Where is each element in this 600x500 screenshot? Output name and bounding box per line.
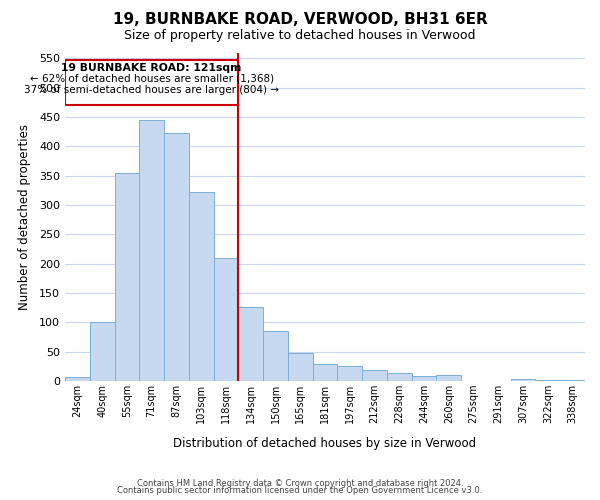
Bar	[362, 370, 387, 381]
Bar	[65, 376, 90, 381]
Text: Contains public sector information licensed under the Open Government Licence v3: Contains public sector information licen…	[118, 486, 482, 495]
Text: Contains HM Land Registry data © Crown copyright and database right 2024.: Contains HM Land Registry data © Crown c…	[137, 478, 463, 488]
Y-axis label: Number of detached properties: Number of detached properties	[17, 124, 31, 310]
Bar	[412, 376, 436, 381]
Text: ← 62% of detached houses are smaller (1,368): ← 62% of detached houses are smaller (1,…	[29, 74, 274, 84]
Text: 19 BURNBAKE ROAD: 121sqm: 19 BURNBAKE ROAD: 121sqm	[61, 64, 242, 74]
Bar	[214, 258, 238, 381]
FancyBboxPatch shape	[65, 60, 238, 106]
Bar	[189, 192, 214, 381]
Bar	[263, 331, 288, 381]
Bar	[288, 352, 313, 381]
Bar	[387, 373, 412, 381]
Bar	[313, 364, 337, 381]
Text: 37% of semi-detached houses are larger (804) →: 37% of semi-detached houses are larger (…	[24, 85, 279, 95]
Bar	[535, 380, 560, 381]
Bar	[139, 120, 164, 381]
Bar	[511, 379, 535, 381]
Bar	[560, 380, 585, 381]
Bar	[90, 322, 115, 381]
Bar	[164, 134, 189, 381]
Bar	[238, 307, 263, 381]
Bar	[337, 366, 362, 381]
Text: Size of property relative to detached houses in Verwood: Size of property relative to detached ho…	[124, 29, 476, 42]
Text: 19, BURNBAKE ROAD, VERWOOD, BH31 6ER: 19, BURNBAKE ROAD, VERWOOD, BH31 6ER	[113, 12, 487, 28]
Bar	[436, 375, 461, 381]
Bar	[115, 172, 139, 381]
X-axis label: Distribution of detached houses by size in Verwood: Distribution of detached houses by size …	[173, 437, 476, 450]
